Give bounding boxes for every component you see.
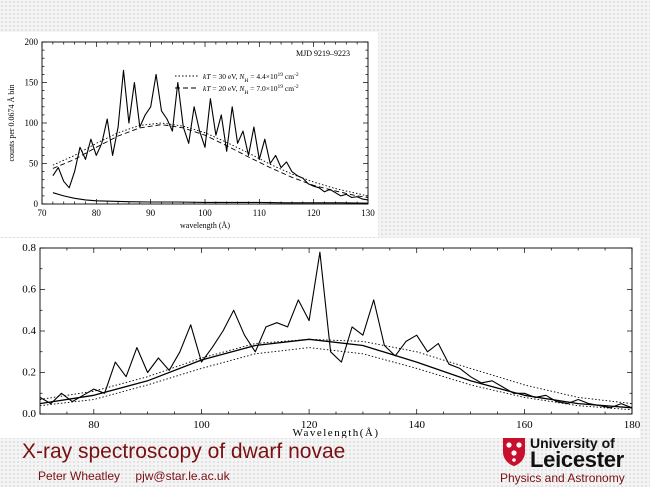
x-tick-label: 160 — [516, 419, 533, 431]
slide-title: X-ray spectroscopy of dwarf novae — [22, 440, 346, 463]
university-crest-icon — [503, 438, 525, 466]
y-axis-label: counts per 0.0674 Å bin — [7, 84, 16, 161]
series-line-0 — [52, 69, 369, 201]
series-line-1 — [52, 192, 369, 204]
x-tick-label: 130 — [361, 208, 375, 218]
x-axis-label: Wavelength(Å) — [292, 427, 379, 438]
top-spectrum-chart: 70 80 90 100 110 120 130 0 50 100 150 200 wavelength… — [7, 37, 375, 230]
legend-label-1: kT = 20 eV, NH = 7.0×1019 cm-2 — [203, 84, 299, 96]
y-tick-label: 0.6 — [22, 284, 36, 296]
x-tick-label: 140 — [408, 419, 425, 431]
x-tick-label: 70 — [38, 208, 48, 218]
y-tick-label: 50 — [29, 159, 39, 169]
y-tick-label: 200 — [25, 37, 39, 47]
series-line-3 — [52, 124, 369, 198]
bottom-chart-panel: 80 100 120 140 160 180 0.0 0.2 0.4 0.6 0.8 Waveleng… — [0, 238, 640, 438]
logo-leicester: Leicester — [530, 447, 624, 472]
x-axis-label: wavelength (Å) — [180, 221, 230, 230]
plot-frame — [41, 41, 369, 205]
chart-annotation: MJD 9219–9223 — [296, 49, 350, 58]
y-tick-label: 0 — [34, 199, 39, 209]
x-tick-label: 110 — [253, 208, 267, 218]
x-tick-label: 120 — [307, 208, 321, 218]
legend-label-0: kT = 30 eV, NH = 4.4×1019 cm-2 — [203, 72, 299, 84]
x-tick-label: 80 — [88, 419, 100, 431]
series-line-1 — [39, 338, 633, 409]
x-tick-label: 80 — [92, 208, 102, 218]
y-tick-label: 0.2 — [22, 367, 36, 379]
logo-university-of: University of — [530, 435, 615, 451]
series-line-2 — [52, 122, 369, 197]
university-logo: University of Leicester — [502, 434, 642, 472]
bottom-spectrum-chart: 80 100 120 140 160 180 0.0 0.2 0.4 0.6 0.8 Waveleng… — [22, 242, 640, 438]
author-name: Peter Wheatley — [38, 469, 121, 483]
x-tick-label: 100 — [193, 419, 210, 431]
x-tick-label: 90 — [146, 208, 156, 218]
department-name: Physics and Astronomy — [500, 471, 625, 485]
y-tick-label: 0.0 — [22, 408, 36, 420]
y-tick-label: 0.4 — [22, 325, 36, 337]
y-tick-label: 150 — [25, 78, 39, 88]
y-tick-label: 100 — [25, 118, 39, 128]
author-email: pjw@star.le.ac.uk — [135, 469, 230, 483]
top-chart-panel: 70 80 90 100 110 120 130 0 50 100 150 200 wavelength… — [0, 32, 378, 237]
author-line: Peter Wheatley pjw@star.le.ac.uk — [38, 469, 230, 483]
plot-frame — [39, 247, 633, 415]
x-tick-label: 100 — [198, 208, 212, 218]
series-line-2 — [39, 338, 633, 405]
x-tick-label: 180 — [624, 419, 640, 431]
series-line-0 — [39, 251, 633, 409]
y-tick-label: 0.8 — [22, 242, 36, 254]
x-tick-label: 120 — [301, 419, 318, 431]
